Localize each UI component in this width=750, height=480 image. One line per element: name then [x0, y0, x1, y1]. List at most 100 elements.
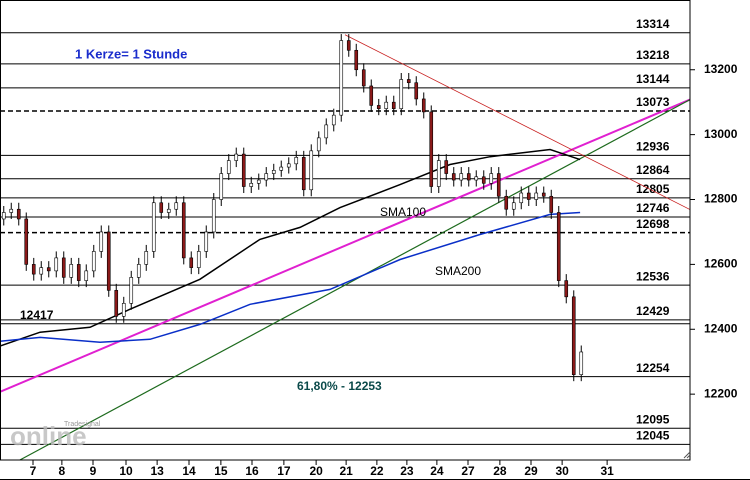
candle-body	[406, 79, 411, 84]
level-label: 13073	[636, 95, 670, 109]
candle-body	[174, 202, 179, 210]
candle-body	[271, 170, 276, 174]
candle-body	[511, 202, 516, 210]
level-label: 12805	[636, 182, 670, 196]
candle-body	[69, 264, 74, 278]
candle-body	[391, 101, 396, 109]
candle-body	[46, 267, 51, 272]
candle-body	[579, 351, 584, 375]
candle-body	[196, 251, 201, 268]
candle-body	[331, 114, 336, 126]
x-tick-label: 22	[370, 464, 384, 478]
candle-body	[466, 173, 471, 181]
candle-body	[234, 153, 239, 161]
y-tick-label: 12200	[704, 386, 738, 400]
level-label: 12936	[636, 140, 670, 154]
candle-body	[256, 179, 261, 184]
x-tick-label: 16	[245, 464, 259, 478]
candle-body	[31, 264, 36, 275]
candle-body	[204, 231, 209, 252]
candle-body	[249, 182, 254, 187]
level-label: 12536	[636, 269, 670, 283]
candle-body	[159, 202, 164, 213]
candle-body	[504, 195, 509, 210]
y-tick-label: 12800	[704, 192, 738, 206]
candle-body	[61, 257, 66, 278]
x-tick-label: 31	[600, 464, 614, 478]
candle-body	[301, 157, 306, 191]
level-label: 12417	[20, 308, 54, 322]
candle-body	[1, 212, 6, 220]
candle-body	[489, 173, 494, 184]
candle-body	[286, 163, 291, 168]
candle-body	[54, 257, 59, 272]
candle-body	[114, 290, 119, 317]
x-tick-label: 8	[59, 464, 66, 478]
level-label: 12429	[636, 304, 670, 318]
candle-body	[376, 105, 381, 109]
level-label: 12864	[636, 163, 670, 177]
x-tick-label: 27	[461, 464, 475, 478]
candle-body	[136, 264, 141, 278]
candle-body	[496, 173, 501, 197]
x-tick-label: 14	[182, 464, 196, 478]
candle-body	[399, 79, 404, 109]
candle-body	[16, 208, 21, 220]
candle-body	[421, 98, 426, 113]
candle-body	[474, 176, 479, 181]
candle-body	[219, 173, 224, 200]
candle-body	[549, 195, 554, 213]
candle-body	[369, 85, 374, 106]
candle-body	[316, 137, 321, 152]
sma-line	[0, 211, 581, 343]
candle-body	[451, 173, 456, 181]
x-tick-label: 23	[400, 464, 414, 478]
level-label: 13314	[636, 17, 670, 31]
candle-body	[346, 40, 351, 51]
candle-body	[121, 303, 126, 317]
candle-body	[534, 192, 539, 200]
candle-body	[294, 157, 299, 165]
candle-body	[241, 153, 246, 187]
candle-body	[519, 192, 524, 204]
candle-body	[264, 173, 269, 181]
level-label: 13144	[636, 72, 670, 86]
candle-body	[9, 208, 14, 213]
plot-frame	[0, 0, 691, 461]
level-label: 12698	[636, 217, 670, 231]
candle-body	[571, 296, 576, 375]
candle-body	[481, 176, 486, 184]
resize-grip	[683, 451, 691, 459]
candle-body	[189, 257, 194, 268]
candle-body	[166, 208, 171, 213]
candle-body	[414, 82, 419, 100]
candle-body	[226, 160, 231, 174]
level-label: 12095	[636, 412, 670, 426]
candle-body	[106, 231, 111, 291]
y-tick-label: 13200	[704, 62, 738, 76]
candle-body	[429, 111, 434, 187]
candle-body	[324, 124, 329, 139]
x-tick-label: 20	[309, 464, 323, 478]
y-tick-label: 12600	[704, 257, 738, 271]
candle-body	[436, 160, 441, 187]
level-label: 12045	[636, 429, 670, 443]
candle-body	[459, 173, 464, 181]
candle-body	[526, 192, 531, 200]
logo-text: online	[10, 421, 87, 451]
x-tick-label: 30	[555, 464, 569, 478]
candle-body	[181, 202, 186, 259]
candle-body	[129, 277, 134, 304]
candle-body	[444, 160, 449, 174]
logo-text: Tradesignal	[64, 421, 101, 428]
candle-body	[24, 218, 29, 265]
level-label: 12254	[636, 361, 670, 375]
candle-body	[384, 101, 389, 109]
candle-body	[84, 270, 89, 281]
x-tick-label: 21	[339, 464, 353, 478]
x-tick-label: 7	[30, 464, 37, 478]
trendline	[0, 98, 691, 393]
series-label: SMA100	[380, 205, 426, 219]
level-label: 12746	[636, 201, 670, 215]
